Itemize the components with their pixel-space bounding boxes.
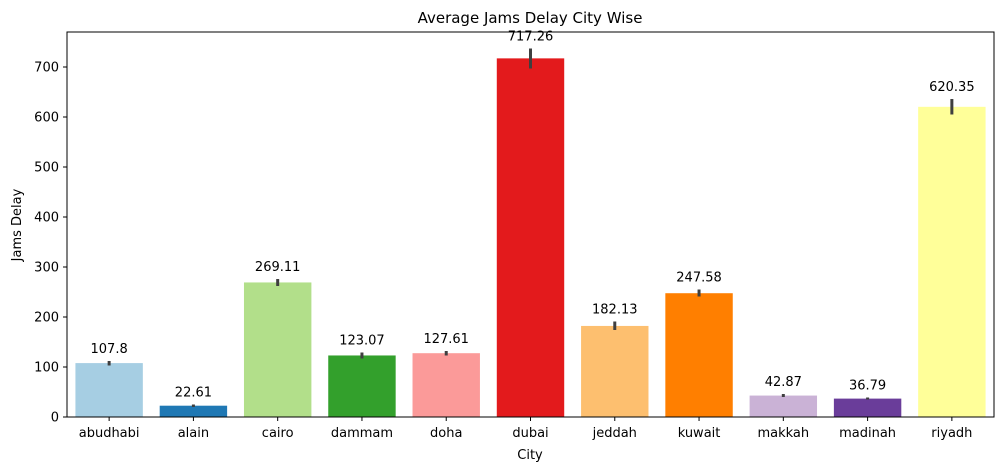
data-label-dammam: 123.07	[339, 334, 385, 349]
x-tick-label-dubai: dubai	[512, 426, 548, 441]
y-tick-label-0: 0	[51, 411, 59, 426]
data-label-doha: 127.61	[423, 332, 469, 347]
x-tick-label-kuwait: kuwait	[678, 426, 721, 441]
y-axis-title: Jams Delay	[10, 188, 25, 262]
data-label-abudhabi: 107.8	[91, 342, 128, 357]
bar-makkah	[749, 395, 818, 417]
data-labels-layer: 107.8 22.61 269.11 123.07 127.61 717.26 182.13…	[91, 30, 975, 401]
x-tick-label-alain: alain	[178, 426, 209, 441]
y-axis: 0 100 200 300 400 500 600 700	[34, 61, 67, 426]
y-tick-label-100: 100	[34, 361, 59, 376]
x-tick-label-makkah: makkah	[757, 426, 809, 441]
x-tick-label-riyadh: riyadh	[931, 426, 972, 441]
x-tick-label-doha: doha	[430, 426, 462, 441]
bar-cairo	[243, 282, 312, 417]
bars-layer	[75, 58, 986, 418]
chart-title: Average Jams Delay City Wise	[418, 9, 643, 27]
data-label-makkah: 42.87	[765, 375, 802, 390]
bar-doha	[412, 353, 480, 417]
bar-kuwait	[665, 293, 733, 417]
y-tick-label-500: 500	[34, 161, 59, 176]
x-tick-label-jeddah: jeddah	[592, 426, 637, 441]
x-tick-label-madinah: madinah	[839, 426, 896, 441]
data-label-madinah: 36.79	[849, 379, 886, 394]
x-tick-label-cairo: cairo	[262, 426, 294, 441]
bar-dubai	[496, 58, 565, 418]
bar-jeddah	[581, 325, 649, 417]
y-tick-label-200: 200	[34, 311, 59, 326]
y-tick-label-400: 400	[34, 211, 59, 226]
x-tick-label-abudhabi: abudhabi	[79, 426, 140, 441]
y-tick-label-700: 700	[34, 61, 59, 76]
bar-riyadh	[918, 106, 986, 417]
error-bars-layer	[107, 48, 954, 407]
x-tick-label-dammam: dammam	[331, 426, 393, 441]
data-label-jeddah: 182.13	[592, 303, 638, 318]
x-axis-title: City	[517, 448, 543, 463]
data-label-riyadh: 620.35	[929, 80, 975, 95]
data-label-cairo: 269.11	[255, 260, 301, 275]
x-axis: abudhabi alain cairo dammam doha dubai jeddah k…	[79, 417, 972, 441]
data-label-kuwait: 247.58	[676, 271, 722, 286]
y-tick-label-300: 300	[34, 261, 59, 276]
y-tick-label-600: 600	[34, 111, 59, 126]
bar-abudhabi	[75, 363, 143, 417]
data-label-alain: 22.61	[175, 386, 212, 401]
bar-alain	[159, 405, 228, 417]
bar-dammam	[328, 355, 396, 417]
bar-madinah	[833, 398, 902, 417]
data-label-dubai: 717.26	[508, 30, 554, 45]
plot-frame	[66, 31, 995, 418]
